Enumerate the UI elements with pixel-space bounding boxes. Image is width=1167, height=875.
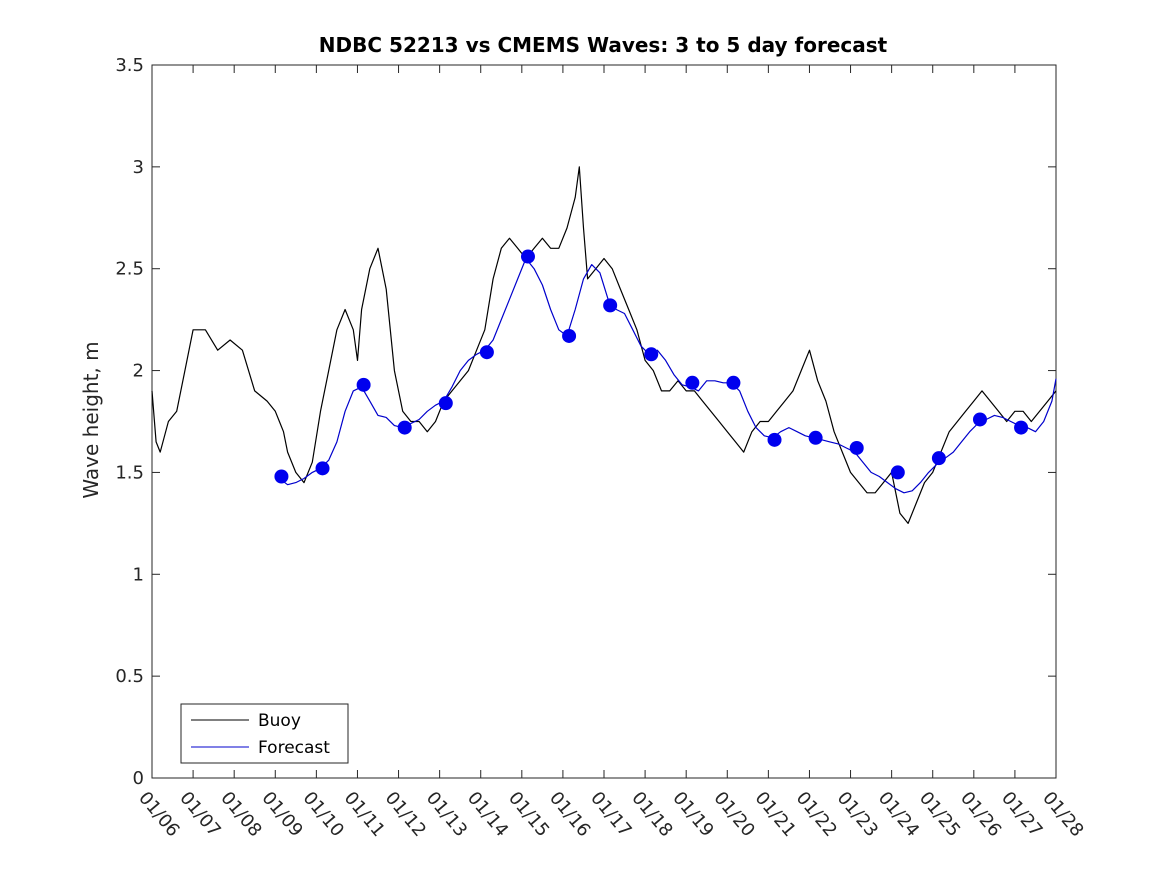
- x-tick-label: 01/26: [956, 788, 1005, 841]
- y-axis-label: Wave height, m: [79, 341, 103, 498]
- x-tick-label: 01/07: [175, 788, 224, 841]
- forecast-marker: [931, 451, 946, 466]
- y-tick-label: 3.5: [115, 55, 144, 76]
- x-tick-label: 01/17: [586, 788, 635, 841]
- forecast-marker: [685, 375, 700, 390]
- chart-title: NDBC 52213 vs CMEMS Waves: 3 to 5 day fo…: [319, 33, 888, 57]
- x-tick-label: 01/28: [1038, 788, 1087, 841]
- x-tick-label: 01/22: [792, 788, 841, 841]
- y-axis: 0 0.5 1 1.5 2 2.5 3 3.5: [115, 55, 1056, 789]
- x-tick-label: 01/24: [874, 788, 923, 841]
- y-tick-label: 2.5: [115, 259, 144, 280]
- y-tick-label: 1.5: [115, 462, 144, 483]
- forecast-marker: [767, 432, 782, 447]
- legend-box: [180, 703, 349, 764]
- x-tick-label: 01/16: [545, 788, 594, 841]
- x-tick-label: 01/27: [997, 788, 1046, 841]
- x-tick-label: 01/12: [381, 788, 430, 841]
- x-tick-label: 01/19: [668, 788, 717, 841]
- y-tick-label: 0.5: [115, 666, 144, 687]
- y-tick-label: 3: [133, 157, 144, 178]
- x-tick-label: 01/21: [751, 788, 800, 841]
- x-tick-label: 01/20: [709, 788, 758, 841]
- forecast-marker: [644, 347, 659, 362]
- forecast-marker: [1014, 420, 1029, 435]
- x-tick-label: 01/25: [915, 788, 964, 841]
- legend-label-buoy: Buoy: [258, 711, 301, 731]
- forecast-marker: [972, 412, 987, 427]
- forecast-marker: [726, 375, 741, 390]
- y-tick-label: 1: [133, 564, 144, 585]
- forecast-marker: [479, 345, 494, 360]
- y-tick-label: 0: [133, 768, 144, 789]
- forecast-marker: [520, 249, 535, 264]
- forecast-marker: [274, 469, 289, 484]
- x-tick-label: 01/23: [833, 788, 882, 841]
- x-tick-label: 01/15: [504, 788, 553, 841]
- forecast-marker: [849, 440, 864, 455]
- forecast-marker: [890, 465, 905, 480]
- forecast-marker: [562, 328, 577, 343]
- series-layer: [151, 166, 1057, 525]
- x-tick-label: 01/06: [134, 788, 183, 841]
- x-tick-label: 01/14: [463, 788, 512, 841]
- forecast-marker: [397, 420, 412, 435]
- legend-label-forecast: Forecast: [258, 738, 330, 758]
- y-tick-label: 2: [133, 361, 144, 382]
- forecast-marker: [603, 298, 618, 313]
- forecast-marker: [315, 461, 330, 476]
- x-tick-label: 01/08: [216, 788, 265, 841]
- x-tick-label: 01/11: [340, 788, 389, 841]
- forecast-marker: [356, 377, 371, 392]
- plot-area: [151, 64, 1057, 779]
- x-tick-label: 01/09: [257, 788, 306, 841]
- series-line-buoy: [151, 166, 1057, 525]
- forecast-marker: [438, 396, 453, 411]
- forecast-marker: [808, 430, 823, 445]
- x-tick-label: 01/18: [627, 788, 676, 841]
- x-tick-label: 01/13: [422, 788, 471, 841]
- x-tick-label: 01/10: [299, 788, 348, 841]
- legend: Buoy Forecast: [180, 703, 349, 764]
